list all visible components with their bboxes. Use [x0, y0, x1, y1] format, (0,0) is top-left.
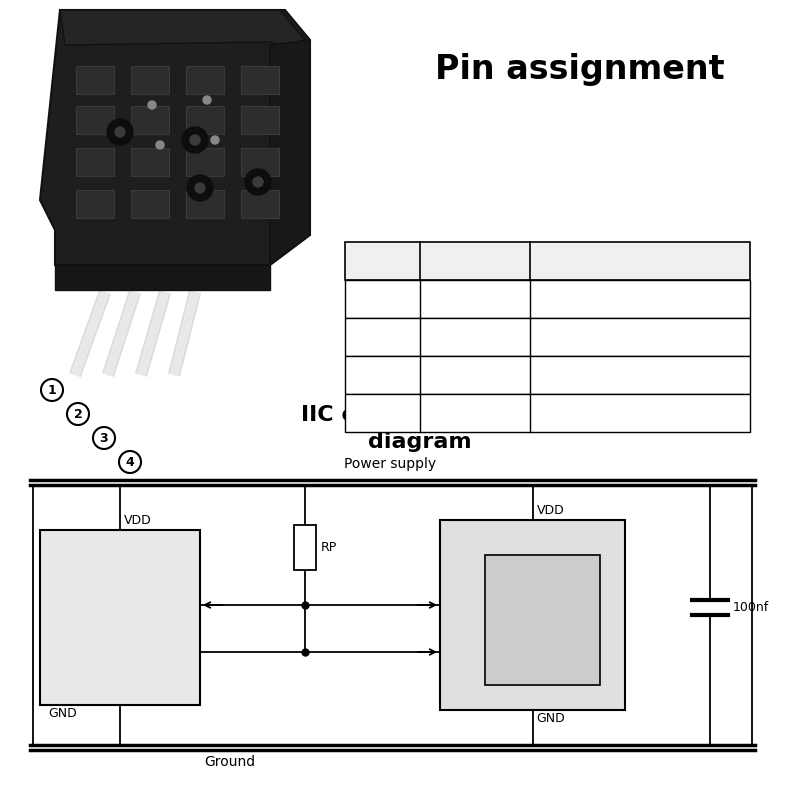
Circle shape	[190, 135, 200, 145]
Polygon shape	[270, 40, 310, 265]
Text: GND: GND	[459, 368, 491, 382]
Bar	[76, 148, 114, 176]
Bar	[186, 190, 224, 218]
Text: SDA: SDA	[444, 588, 470, 601]
Bar	[131, 148, 169, 176]
Text: 4: 4	[126, 455, 134, 469]
Text: GND: GND	[537, 712, 566, 725]
Text: MCU

( master ): MCU ( master )	[79, 579, 161, 656]
Text: 1: 1	[378, 292, 387, 306]
Circle shape	[187, 175, 213, 201]
Circle shape	[148, 101, 156, 109]
Bar	[241, 106, 279, 134]
Bar	[440, 520, 625, 710]
Bar	[186, 106, 224, 134]
Circle shape	[67, 403, 89, 425]
Text: SCK: SCK	[462, 406, 489, 420]
Text: VDD: VDD	[537, 504, 564, 517]
Text: 3: 3	[100, 431, 108, 445]
Text: Clock line: Clock line	[613, 408, 667, 418]
Text: Serial data, bidirectional port: Serial data, bidirectional port	[558, 332, 722, 342]
Bar	[76, 66, 114, 94]
Bar	[131, 106, 169, 134]
Text: VDD: VDD	[459, 292, 490, 306]
Bar	[186, 148, 224, 176]
Text: SDA: SDA	[461, 330, 490, 344]
Text: Ground: Ground	[205, 755, 255, 769]
Text: Power supply: Power supply	[344, 457, 436, 471]
Text: 3: 3	[378, 368, 387, 382]
Bar	[131, 66, 169, 94]
Text: lead: lead	[367, 254, 398, 268]
Bar	[40, 530, 200, 705]
Bar	[345, 242, 750, 280]
Bar	[485, 555, 600, 685]
Text: 2: 2	[378, 330, 387, 344]
Bar	[76, 106, 114, 134]
Circle shape	[182, 127, 208, 153]
Circle shape	[115, 127, 125, 137]
Bar	[345, 394, 750, 432]
Text: HT02: HT02	[519, 611, 566, 629]
Bar	[241, 66, 279, 94]
Circle shape	[93, 427, 115, 449]
Bar	[131, 190, 169, 218]
Circle shape	[211, 136, 219, 144]
Text: 2: 2	[74, 407, 82, 421]
Circle shape	[245, 169, 271, 195]
Polygon shape	[40, 10, 310, 265]
Circle shape	[41, 379, 63, 401]
Bar	[76, 190, 114, 218]
Text: 4: 4	[378, 406, 387, 420]
Circle shape	[203, 96, 211, 104]
Circle shape	[156, 141, 164, 149]
Bar	[345, 280, 750, 318]
Circle shape	[107, 119, 133, 145]
Text: VDD: VDD	[124, 514, 152, 527]
Bar	[241, 190, 279, 218]
Polygon shape	[60, 10, 305, 45]
Circle shape	[195, 183, 205, 193]
Text: name: name	[455, 254, 494, 268]
Text: RP: RP	[321, 541, 338, 554]
Text: SCK: SCK	[444, 635, 469, 648]
Text: 1: 1	[48, 383, 56, 397]
Bar	[186, 66, 224, 94]
Polygon shape	[55, 265, 270, 290]
Bar	[345, 356, 750, 394]
Text: diagram: diagram	[368, 432, 472, 452]
Circle shape	[119, 451, 141, 473]
Circle shape	[253, 177, 263, 187]
Bar	[241, 148, 279, 176]
Bar	[294, 525, 316, 570]
Text: to: to	[634, 370, 646, 380]
Text: IIC communication connection: IIC communication connection	[301, 405, 679, 425]
Text: GND: GND	[48, 707, 77, 720]
Bar	[345, 318, 750, 356]
Text: 100nf: 100nf	[733, 601, 770, 614]
Text: Power supply 2.8~5.5V: Power supply 2.8~5.5V	[575, 294, 705, 304]
Text: Pin assignment: Pin assignment	[435, 54, 725, 86]
